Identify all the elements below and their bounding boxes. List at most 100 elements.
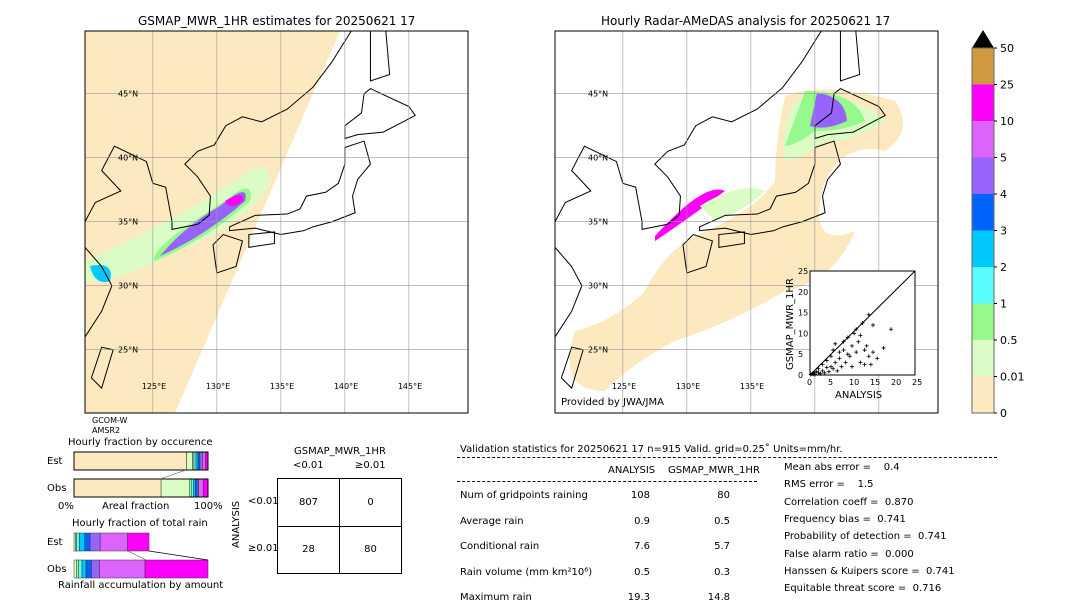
stat-analysis: 0.9 (634, 515, 650, 527)
colorbar-segment (972, 230, 994, 267)
score: Hanssen & Kuipers score = 0.741 (784, 565, 955, 577)
scatter-point (831, 366, 836, 371)
tick-100: 100% (194, 501, 223, 512)
bar-segment (193, 478, 196, 498)
lon-label: 145°E (398, 382, 422, 391)
radar-map: 45°N 40°N 35°N 30°N 25°N 125°E 130°E 135°E (554, 30, 939, 414)
left-map-title: GSMAP_MWR_1HR estimates for 20250621 17 (138, 14, 416, 28)
col-analysis: ANALYSIS (608, 465, 656, 476)
scatter-point (837, 356, 842, 361)
colorbar-segment (972, 121, 994, 158)
coastline (369, 30, 391, 82)
cell: 807 (298, 497, 319, 508)
scatter-point (814, 369, 819, 374)
scatter-point (822, 370, 827, 375)
coastline (248, 231, 275, 248)
contingency-table: 807 0 28 80 (277, 478, 402, 574)
right-map-title: Hourly Radar-AMeDAS analysis for 2025062… (601, 14, 891, 28)
colorbar-label: 0.5 (1000, 334, 1018, 347)
lat-label: 40°N (588, 154, 608, 163)
obs-label: Obs (47, 483, 67, 494)
fraction-bars (73, 451, 209, 579)
scatter-point (875, 356, 880, 361)
scatter-inset: 00 5 5 10 10 15 15 20 20 25 25 ANALYSIS GSMAP_MWR_1H… (785, 267, 922, 401)
colorbar-segment (972, 157, 994, 194)
rain-area (569, 89, 903, 392)
scatter-point (841, 339, 846, 344)
scatter-point (847, 354, 852, 359)
x-tick: 0 (807, 378, 812, 387)
score: RMS error = 1.5 (784, 479, 874, 491)
scatter-point (835, 368, 840, 373)
bar-segment (144, 559, 209, 579)
x-tick: 10 (849, 378, 859, 387)
contingency-title: GSMAP_MWR_1HR (294, 446, 386, 457)
col-label: <0.01 (293, 460, 324, 471)
bar-segment (85, 559, 92, 579)
y-tick: 0 (798, 371, 803, 380)
col-label: ≥0.01 (355, 460, 386, 471)
colorbar-label: 5 (1000, 152, 1007, 165)
lon-label: 140°E (334, 382, 358, 391)
coastline (814, 88, 886, 140)
scatter-point (841, 348, 846, 353)
colorbar: 0 0.01 0.5 1 2 3 4 5 10 25 50 (971, 30, 1025, 420)
lat-label: 35°N (588, 218, 608, 227)
stats-header: Validation statistics for 20250621 17 n=… (460, 444, 843, 455)
coastline (212, 233, 244, 274)
score: False alarm ratio = 0.000 (784, 548, 914, 560)
scatter-point (889, 327, 894, 332)
colorbar-segment (972, 340, 994, 377)
lon-label: 125°E (142, 382, 166, 391)
scatter-point (864, 343, 869, 348)
scatter-point (837, 350, 842, 355)
score: Frequency bias = 0.741 (784, 513, 906, 525)
y-tick: 20 (798, 288, 808, 297)
bar-segment (78, 559, 83, 579)
lat-label: 30°N (118, 282, 138, 291)
stat-label: Num of gridpoints raining (460, 490, 588, 501)
map-frame (554, 30, 939, 414)
coastline (554, 30, 823, 231)
scatter-point (858, 333, 863, 338)
stat-label: Average rain (460, 515, 524, 527)
bar-segment (160, 478, 190, 498)
colorbar-label: 3 (1000, 225, 1007, 238)
bar-segment (73, 451, 187, 471)
rain-area (85, 167, 270, 281)
scatter-point (820, 368, 825, 373)
x-tick: 20 (891, 378, 901, 387)
row-label: <0.01 (248, 496, 279, 507)
occurrence-title: Hourly fraction by occurence (68, 437, 213, 448)
bar-segment (91, 559, 100, 579)
scatter-point (845, 352, 850, 357)
bar-segment (202, 451, 206, 471)
stat-analysis: 0.5 (634, 566, 650, 578)
scatter-point (816, 366, 821, 371)
lon-label: 135°E (740, 382, 764, 391)
scatter-point (826, 369, 831, 374)
stat-gsmap: 5.7 (714, 541, 730, 552)
lat-label: 45°N (118, 90, 138, 99)
stat-analysis: 108 (630, 490, 650, 501)
cell: 0 (367, 497, 374, 508)
lat-label: 45°N (588, 90, 608, 99)
colorbar-label: 1 (1000, 298, 1007, 311)
row-axis-label: ANALYSIS (231, 500, 242, 548)
bar-segment (193, 451, 197, 471)
colorbar-label: 50 (1000, 42, 1014, 55)
score: Correlation coeff = 0.870 (784, 496, 914, 508)
tick-0: 0% (58, 501, 74, 512)
stat-label: Maximum rain (460, 592, 532, 603)
connector (148, 550, 209, 561)
scatter-point (845, 335, 850, 340)
rain-area (700, 188, 765, 221)
est-label: Est (47, 456, 63, 467)
scatter-point (833, 341, 838, 346)
scatter-point (862, 348, 867, 353)
col-gsmap: GSMAP_MWR_1HR (668, 465, 760, 476)
colorbar-segment (972, 303, 994, 340)
colorbar-segment (972, 267, 994, 304)
areal-fraction-label: Areal fraction (102, 501, 170, 512)
bar-segment (195, 451, 199, 471)
